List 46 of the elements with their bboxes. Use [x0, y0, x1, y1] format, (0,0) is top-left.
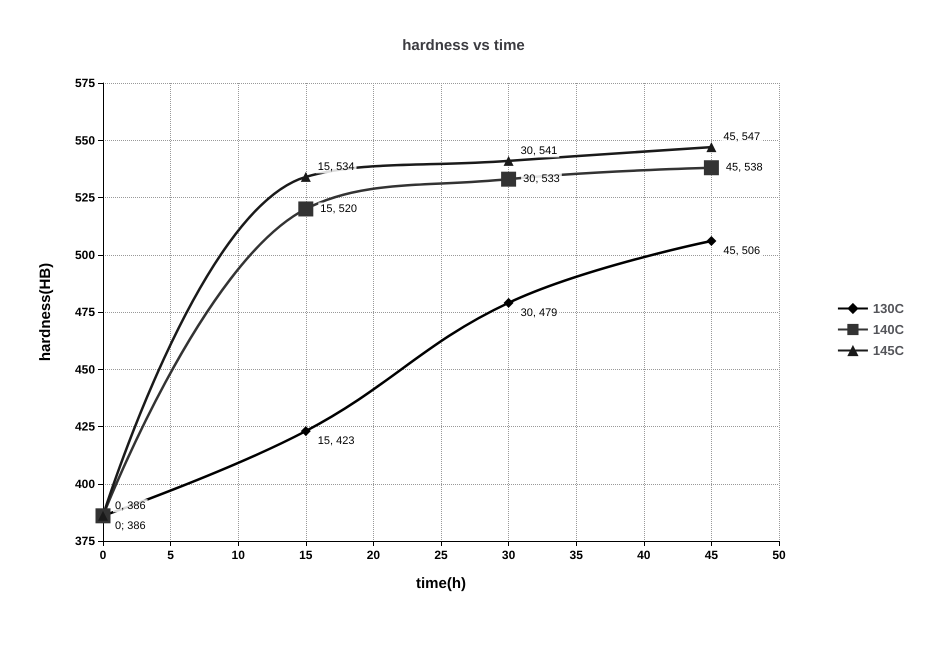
data-label: 45, 506	[723, 245, 760, 258]
legend-label: 145C	[872, 343, 905, 358]
x-tick-label: 30	[502, 548, 516, 562]
x-tick-label: 40	[637, 548, 651, 562]
chart-title: hardness vs time	[402, 37, 525, 54]
data-label: 15, 423	[318, 435, 355, 448]
data-label: 45, 547	[723, 131, 760, 144]
x-tick-label: 5	[167, 548, 174, 562]
data-label: 0; 386	[115, 520, 146, 532]
point	[501, 172, 516, 187]
x-tick-label: 35	[570, 548, 584, 562]
point	[704, 160, 719, 176]
y-tick-label: 425	[74, 420, 96, 434]
y-tick-label: 500	[74, 248, 96, 262]
x-tick-label: 10	[232, 548, 246, 562]
x-tick-label: 15	[299, 548, 313, 562]
y-tick-label: 525	[74, 190, 96, 204]
y-tick-label: 375	[74, 534, 96, 548]
x-tick-label: 20	[366, 548, 380, 562]
y-axis-title: hardness(HB)	[37, 262, 54, 362]
y-tick-label: 575	[74, 76, 96, 90]
x-tick-label: 45	[704, 548, 718, 562]
legend-label: 140C	[872, 322, 905, 337]
point	[504, 156, 514, 166]
x-tick-label: 25	[434, 548, 448, 562]
point	[300, 172, 311, 182]
data-label: 15, 534	[318, 160, 355, 173]
legend-label: 130C	[872, 301, 905, 316]
point	[300, 426, 311, 436]
x-tick-label: 50	[772, 548, 786, 562]
point	[504, 298, 514, 308]
x-axis-title: time(h)	[416, 575, 466, 592]
y-tick-label: 400	[74, 476, 96, 491]
point	[706, 236, 716, 246]
point	[706, 142, 716, 152]
x-tick-label: 0	[100, 548, 107, 562]
data-label: 0, 386	[115, 500, 146, 512]
y-tick-label: 550	[74, 133, 96, 148]
point	[298, 201, 314, 216]
y-tick-label: 450	[74, 362, 96, 376]
data-label: 30, 533	[523, 173, 560, 186]
data-label: 15, 520	[320, 202, 358, 215]
data-label: 30, 479	[520, 306, 558, 319]
data-label: 30, 541	[520, 144, 558, 157]
y-tick-label: 475	[74, 305, 96, 319]
data-label: 45, 538	[726, 162, 763, 174]
